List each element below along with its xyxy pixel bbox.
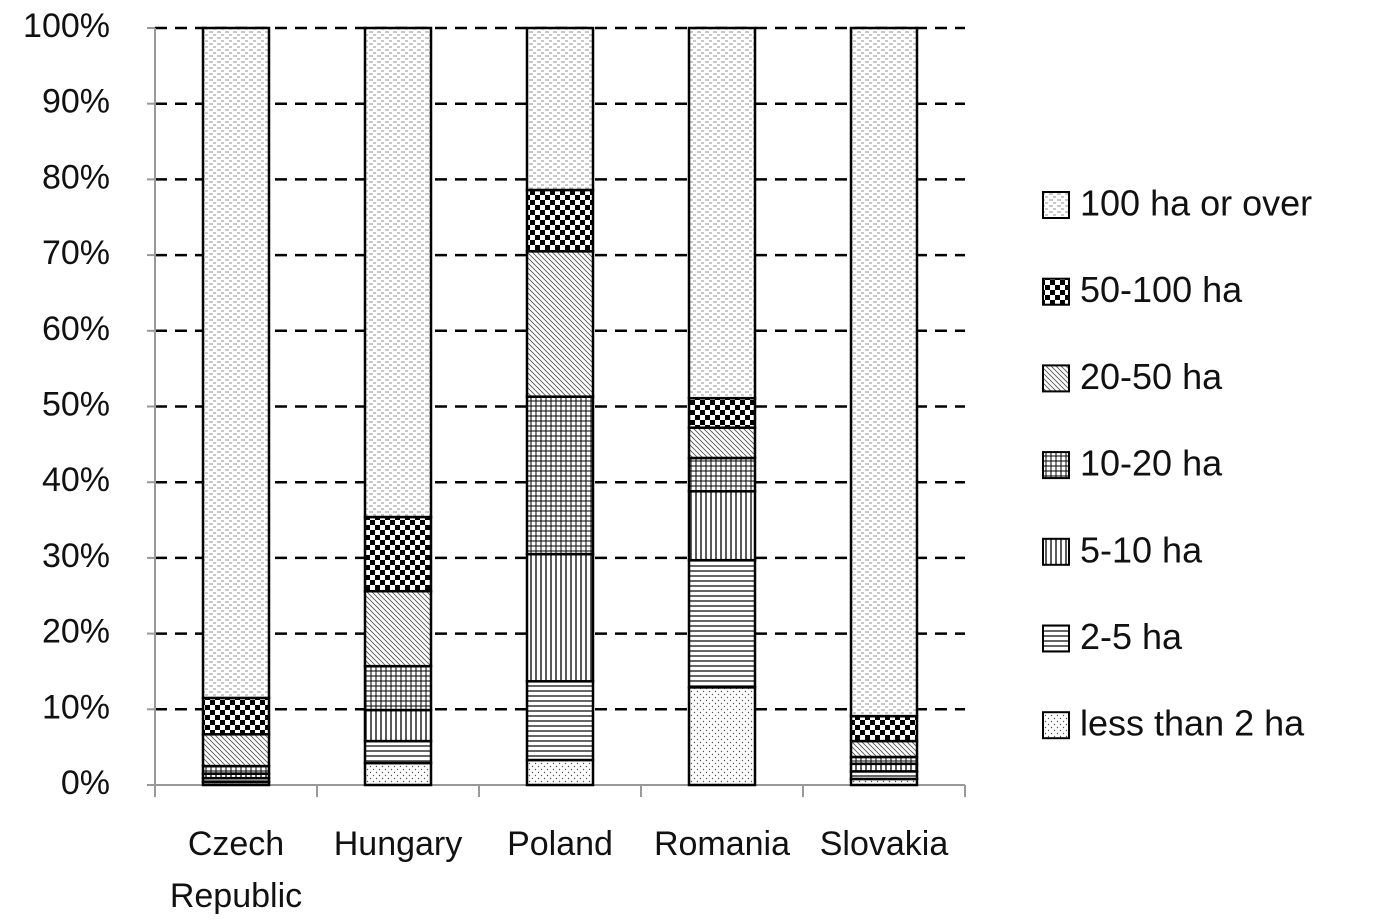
bar-segment bbox=[525, 250, 595, 398]
y-tick-label: 10% bbox=[42, 688, 110, 726]
bar-segment bbox=[687, 558, 757, 689]
x-tick-label: Hungary bbox=[333, 825, 463, 863]
legend-swatch bbox=[1042, 537, 1070, 566]
x-tick-label: Czech Republic bbox=[169, 825, 303, 915]
legend-label: 5-10 ha bbox=[1080, 529, 1203, 570]
bar-segment bbox=[525, 26, 595, 192]
bar-segment bbox=[687, 686, 757, 787]
y-tick-label: 90% bbox=[42, 83, 110, 121]
y-tick-label: 40% bbox=[42, 461, 110, 499]
bar-segment bbox=[849, 739, 919, 759]
bar-segment bbox=[363, 739, 433, 765]
bar-segment bbox=[525, 680, 595, 762]
bar-segment bbox=[687, 396, 757, 429]
bar-segment bbox=[849, 714, 919, 743]
y-tick-label: 30% bbox=[42, 537, 110, 575]
legend-label: 2-5 ha bbox=[1080, 616, 1183, 657]
bar-segment bbox=[363, 708, 433, 743]
legend-label: 50-100 ha bbox=[1080, 269, 1243, 310]
bar-segment bbox=[687, 456, 757, 493]
x-tick-label: Romania bbox=[653, 825, 791, 863]
legend-label: less than 2 ha bbox=[1080, 703, 1305, 744]
y-tick-label: 60% bbox=[42, 310, 110, 348]
bar-segment bbox=[201, 733, 271, 768]
bar-segment bbox=[363, 761, 433, 787]
bar-segment bbox=[525, 188, 595, 253]
legend-swatch bbox=[1042, 191, 1070, 219]
legend-swatch bbox=[1042, 711, 1070, 740]
bar-segment bbox=[201, 26, 271, 700]
bar-segment bbox=[525, 758, 595, 787]
y-tick-label: 20% bbox=[42, 613, 110, 651]
y-tick-label: 50% bbox=[42, 385, 110, 423]
y-tick-label: 100% bbox=[23, 7, 110, 45]
bar-segment bbox=[201, 696, 271, 736]
x-tick-label: Poland bbox=[507, 825, 613, 863]
y-tick-label: 70% bbox=[42, 234, 110, 272]
bar-segment bbox=[687, 26, 757, 400]
y-tick-label: 0% bbox=[61, 764, 110, 802]
bar-segment bbox=[525, 552, 595, 683]
legend-swatch bbox=[1042, 624, 1070, 653]
bar-segment bbox=[363, 515, 433, 593]
legend-swatch bbox=[1042, 451, 1070, 480]
bar-segment bbox=[849, 26, 919, 718]
y-tick-label: 80% bbox=[42, 158, 110, 196]
bar-segment bbox=[687, 490, 757, 562]
legend-swatch bbox=[1042, 364, 1070, 393]
bar-segment bbox=[363, 26, 433, 519]
bar-segment bbox=[363, 589, 433, 668]
bar-segment bbox=[687, 426, 757, 460]
x-tick-label: Slovakia bbox=[819, 825, 949, 863]
legend-swatch bbox=[1042, 277, 1070, 306]
bar-segment bbox=[363, 664, 433, 712]
legend-label: 100 ha or over bbox=[1080, 183, 1312, 224]
bar-segment bbox=[525, 395, 595, 556]
legend-label: 20-50 ha bbox=[1080, 356, 1223, 397]
legend-label: 10-20 ha bbox=[1080, 443, 1223, 484]
